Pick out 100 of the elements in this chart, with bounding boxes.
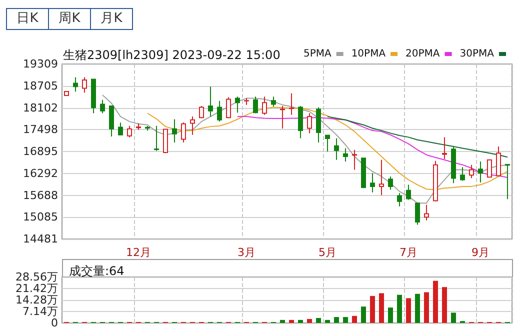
bar (361, 306, 366, 323)
x-tick-label: 7月 (400, 246, 418, 259)
y-tick-label: 14481 (23, 232, 58, 246)
bar (379, 293, 384, 323)
bar (388, 308, 393, 323)
y-tick-label: 0 (51, 316, 58, 330)
candlestick (64, 90, 69, 96)
bar (352, 316, 357, 323)
bar (406, 298, 411, 323)
bar (442, 287, 447, 323)
bar (307, 318, 312, 323)
line-series (327, 116, 508, 158)
candlestick (118, 122, 123, 136)
bar (424, 292, 429, 323)
y-tick-label: 18102 (23, 101, 58, 114)
text: 月K (100, 10, 124, 28)
candlestick (352, 149, 357, 170)
x-tick-label: 12月 (126, 246, 151, 259)
candlestick (424, 204, 429, 221)
chart-title: 成交量:64 (69, 264, 124, 278)
bar (316, 318, 321, 323)
y-tick-label: 18705 (23, 79, 58, 92)
bar (370, 296, 375, 323)
x-tick-label: 3月 (238, 246, 256, 259)
candlestick (190, 116, 195, 136)
candlestick (451, 145, 456, 184)
candlestick (307, 112, 312, 134)
x-tick-label: 5月 (318, 246, 336, 259)
line-series (237, 116, 508, 178)
candlestick (73, 76, 78, 92)
bar (325, 320, 330, 323)
candlestick (91, 78, 96, 114)
line-series (147, 106, 508, 190)
candlestick (343, 148, 348, 162)
candlestick (289, 92, 294, 116)
candlestick (235, 96, 240, 114)
legend-label: 10PMA (351, 48, 386, 60)
candlestick (217, 100, 222, 122)
x-tick-label: 9月 (472, 246, 490, 259)
chart-title: 生猪2309[lh2309] 2023-09-22 15:00 (63, 48, 280, 62)
candlestick (379, 159, 384, 196)
candlestick (82, 76, 87, 94)
candlestick (127, 125, 132, 138)
candlestick (280, 105, 285, 130)
candlestick (505, 164, 510, 200)
legend-label: 30PMA (460, 48, 494, 60)
legend-label: 5PMA (303, 48, 332, 60)
candlestick (397, 192, 402, 207)
candlestick (433, 160, 438, 202)
line-series (102, 94, 508, 204)
candlestick (316, 106, 321, 144)
candlestick (388, 176, 393, 190)
bar (415, 294, 420, 323)
bar (343, 317, 348, 323)
candlestick (271, 96, 276, 108)
candlestick (109, 105, 114, 138)
y-tick-label: 28.56万 (16, 270, 58, 284)
bar (451, 312, 456, 323)
candlestick (172, 118, 177, 144)
bar (289, 320, 294, 323)
candlestick (253, 96, 258, 114)
bar (433, 280, 438, 323)
candlestick (406, 184, 411, 200)
candlestick (496, 146, 501, 176)
candlestick (478, 161, 483, 183)
candlestick (442, 136, 447, 160)
candlestick (415, 202, 420, 226)
candlestick (361, 158, 366, 189)
candlestick (181, 122, 186, 144)
y-tick-label: 21.42万 (16, 282, 58, 295)
candlestick (262, 96, 267, 116)
candlestick (298, 105, 303, 139)
candlestick (244, 98, 249, 106)
candlestick (154, 125, 159, 152)
candlestick (370, 172, 375, 193)
candlestick (325, 134, 330, 152)
y-tick-label: 19309 (23, 58, 58, 70)
candlestick (100, 99, 105, 114)
bar (334, 317, 339, 323)
text: 日K (7, 9, 49, 29)
candlestick (145, 125, 150, 132)
candlestick (226, 96, 231, 119)
bar (397, 294, 402, 323)
y-tick-label: 16895 (23, 145, 58, 158)
y-tick-label: 7.14万 (22, 305, 58, 318)
candlestick (208, 86, 213, 118)
candlestick (163, 128, 168, 154)
y-tick-label: 15688 (23, 188, 58, 202)
bar (280, 320, 285, 323)
candlestick (136, 122, 141, 130)
bar (298, 320, 303, 323)
y-tick-label: 15085 (23, 210, 58, 224)
candlestick (469, 164, 474, 179)
candlestick (334, 138, 339, 160)
y-tick-label: 17498 (23, 123, 58, 136)
candlestick (460, 166, 465, 182)
candlestick (199, 105, 204, 119)
y-tick-label: 16292 (23, 166, 58, 180)
candlestick (487, 159, 492, 178)
legend-label: 20PMA (406, 48, 440, 60)
